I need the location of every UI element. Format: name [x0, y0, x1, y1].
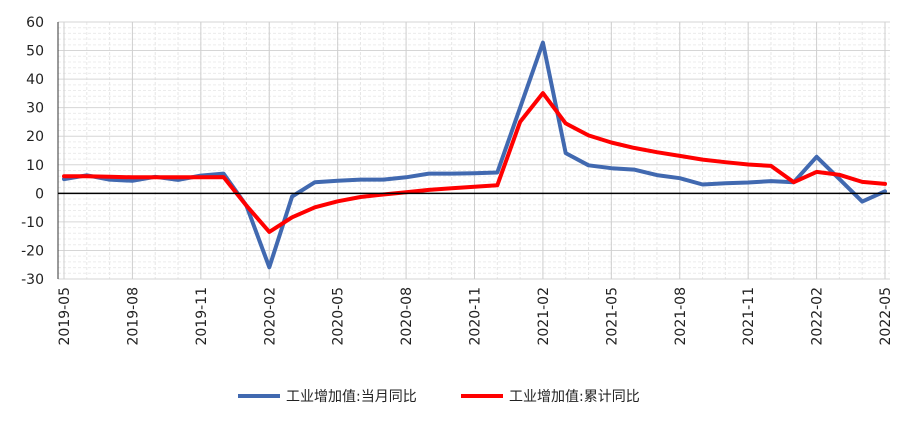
x-tick-label: 2020-11 [468, 287, 484, 346]
x-tick-label: 2020-02 [262, 287, 278, 346]
x-tick-label: 2021-08 [673, 287, 689, 346]
x-tick-label: 2022-05 [878, 287, 894, 346]
x-tick-label: 2022-02 [810, 287, 826, 346]
y-tick-label: 30 [26, 101, 44, 117]
x-axis: 2019-05 2019-08 2019-11 2020-02 2020-05 2020-… [57, 287, 894, 346]
gridlines [57, 21, 890, 280]
legend-label-2: 工业增加值:累计同比 [509, 389, 640, 405]
y-tick-label: -10 [21, 215, 44, 231]
x-tick-label: 2020-05 [331, 287, 347, 346]
y-axis: 60 50 40 30 20 10 0 -10 -20 -30 [21, 15, 44, 288]
series-layer [58, 40, 890, 270]
x-tick-label: 2019-08 [125, 287, 141, 346]
x-tick-label: 2021-02 [536, 287, 552, 346]
series-line-2 [62, 91, 887, 234]
legend: 工业增加值:当月同比 工业增加值:累计同比 [238, 389, 640, 405]
y-tick-label: 50 [26, 44, 44, 60]
legend-label-1: 工业增加值:当月同比 [286, 389, 417, 405]
x-tick-label: 2019-05 [57, 287, 73, 346]
x-tick-label: 2021-05 [604, 287, 620, 346]
x-tick-label: 2020-08 [399, 287, 415, 346]
y-tick-label: 40 [26, 72, 44, 88]
y-tick-label: 20 [26, 129, 44, 145]
y-tick-label: 10 [26, 158, 44, 174]
y-tick-label: 0 [35, 186, 44, 202]
y-tick-label: 60 [26, 15, 44, 31]
x-tick-label: 2019-11 [194, 287, 210, 346]
y-tick-label: -20 [21, 243, 44, 259]
y-tick-label: -30 [21, 272, 44, 288]
x-tick-label: 2021-11 [741, 287, 757, 346]
